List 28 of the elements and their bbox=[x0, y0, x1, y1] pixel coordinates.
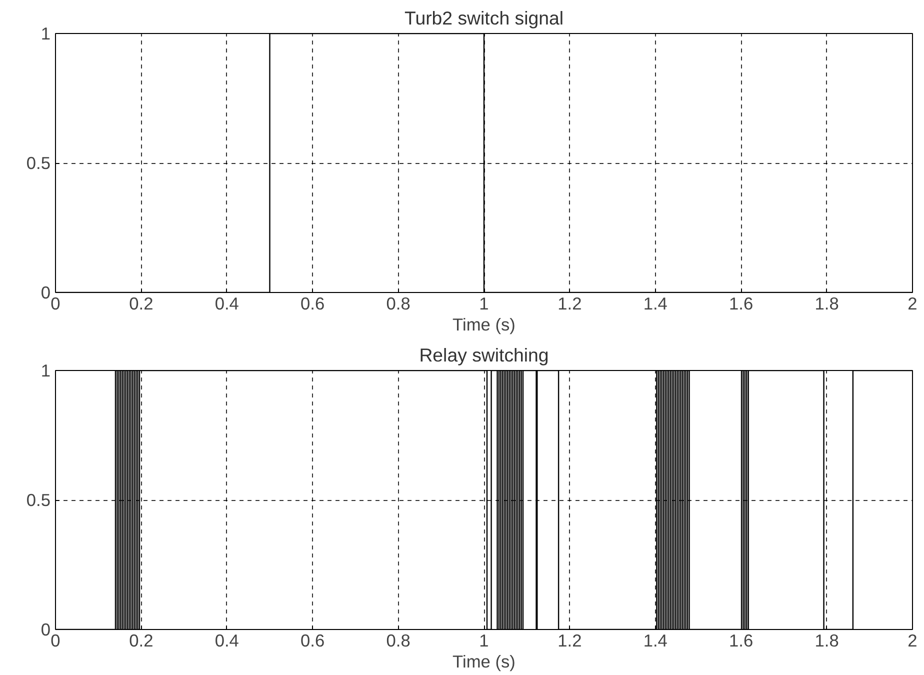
x-tick-label: 1 bbox=[479, 630, 489, 650]
x-tick-label: 0.8 bbox=[386, 294, 410, 314]
x-tick-label: 0.2 bbox=[129, 294, 154, 314]
x-tick-label: 1.8 bbox=[814, 630, 839, 650]
x-axis-title: Time (s) bbox=[452, 652, 516, 672]
x-tick-label: 1.8 bbox=[814, 294, 839, 314]
y-tick-label: 0.5 bbox=[26, 490, 51, 510]
x-tick-label: 2 bbox=[908, 630, 918, 650]
x-tick-label: 1.6 bbox=[729, 630, 754, 650]
x-tick-label: 0.6 bbox=[300, 294, 325, 314]
x-tick-label: 0.6 bbox=[300, 630, 325, 650]
x-tick-label: 2 bbox=[908, 294, 918, 314]
x-tick-label: 1.4 bbox=[643, 294, 668, 314]
y-tick-label: 0.5 bbox=[26, 153, 51, 173]
x-tick-label: 0.8 bbox=[386, 630, 410, 650]
x-tick-label: 0.4 bbox=[214, 294, 240, 314]
x-tick-label: 0.4 bbox=[214, 630, 240, 650]
y-tick-label: 1 bbox=[40, 24, 51, 44]
x-tick-label: 0.2 bbox=[129, 630, 154, 650]
x-axis-title: Time (s) bbox=[452, 314, 516, 334]
chart-title: Relay switching bbox=[419, 344, 549, 366]
x-tick-label: 1.6 bbox=[729, 294, 754, 314]
x-tick-label: 1.2 bbox=[558, 630, 582, 650]
x-tick-label: 1 bbox=[479, 294, 489, 314]
x-tick-label: 1.4 bbox=[643, 630, 668, 650]
y-tick-label: 1 bbox=[40, 360, 51, 380]
chart-title: Turb2 switch signal bbox=[404, 8, 564, 28]
x-tick-label: 1.2 bbox=[558, 294, 582, 314]
